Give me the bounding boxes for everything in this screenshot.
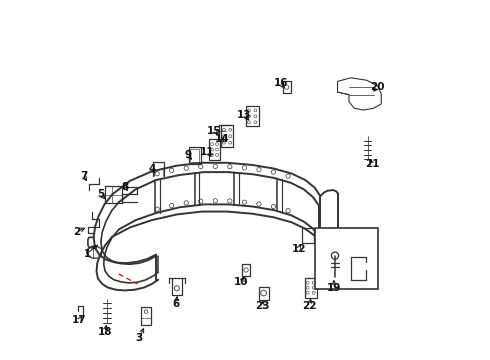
Bar: [304, 278, 317, 298]
Text: 23: 23: [255, 301, 270, 311]
Text: 7: 7: [80, 171, 87, 181]
Text: 15: 15: [207, 126, 222, 135]
Text: 19: 19: [327, 283, 341, 293]
Text: 3: 3: [136, 333, 143, 343]
Text: 4: 4: [148, 164, 155, 174]
Text: 1: 1: [84, 248, 91, 258]
Text: 14: 14: [215, 134, 229, 144]
Text: 18: 18: [98, 327, 112, 337]
Text: 22: 22: [302, 301, 317, 311]
Text: 13: 13: [237, 111, 251, 121]
Text: 17: 17: [72, 315, 87, 325]
Bar: [302, 228, 314, 243]
Text: 5: 5: [97, 189, 104, 199]
Text: 2: 2: [73, 227, 80, 237]
Text: 6: 6: [172, 299, 180, 309]
Bar: [259, 287, 269, 300]
Bar: [210, 139, 220, 160]
Text: 8: 8: [121, 182, 128, 192]
Bar: [283, 81, 291, 93]
Bar: [189, 147, 201, 164]
Bar: [245, 107, 259, 126]
Bar: [315, 228, 378, 289]
Text: 16: 16: [273, 78, 288, 88]
Text: 10: 10: [234, 277, 248, 287]
Text: 9: 9: [184, 150, 191, 160]
Text: 20: 20: [370, 82, 385, 92]
Bar: [141, 307, 151, 325]
Bar: [221, 126, 233, 147]
Text: 12: 12: [292, 244, 306, 254]
Text: 21: 21: [365, 159, 380, 169]
Bar: [242, 264, 250, 276]
Bar: [191, 149, 199, 162]
Text: 11: 11: [200, 147, 215, 157]
